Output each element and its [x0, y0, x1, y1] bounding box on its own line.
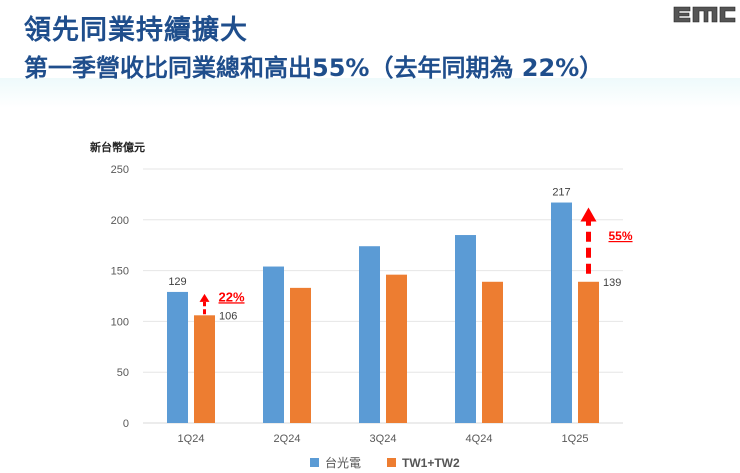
growth-annotation: 55%	[609, 229, 633, 243]
data-label: 129	[168, 276, 186, 288]
x-tick-label: 2Q24	[274, 433, 301, 445]
y-tick-label: 50	[117, 367, 129, 379]
x-tick-label: 1Q24	[178, 433, 205, 445]
arrow-up-icon	[580, 207, 597, 222]
y-tick-label: 100	[111, 316, 129, 328]
x-tick-label: 4Q24	[466, 433, 493, 445]
bar-4Q24-blue	[455, 235, 476, 423]
bar-2Q24-orange	[290, 287, 311, 423]
bar-1Q24-blue	[167, 291, 188, 423]
legend-swatch-orange	[387, 458, 397, 467]
y-axis-label: 新台幣億元	[90, 141, 145, 154]
chart-legend: 台光電 TW1+TW2	[310, 454, 460, 471]
legend-item-series-a: 台光電	[310, 454, 361, 471]
y-tick-label: 250	[111, 164, 129, 176]
page-subtitle: 第一季營收比同業總和高出55%（去年同期為 22%）	[24, 54, 604, 82]
bar-3Q24-orange	[386, 274, 407, 423]
x-tick-label: 1Q25	[562, 433, 589, 445]
y-tick-label: 0	[123, 418, 129, 430]
y-tick-label: 200	[111, 215, 129, 227]
page-title: 領先同業持續擴大	[24, 15, 248, 46]
legend-swatch-blue	[310, 458, 319, 467]
legend-label: 台光電	[325, 456, 362, 470]
bar-1Q24-orange	[194, 315, 215, 423]
emc-logo	[673, 6, 736, 23]
y-tick-label: 150	[111, 266, 129, 278]
header-band	[0, 78, 740, 108]
arrow-up-icon	[199, 293, 210, 302]
bar-1Q25-orange	[578, 281, 599, 423]
bar-3Q24-blue	[359, 246, 380, 423]
data-label: 106	[219, 310, 237, 322]
bar-2Q24-blue	[263, 266, 284, 423]
legend-item-series-b: TW1+TW2	[387, 454, 460, 471]
bar-1Q25-blue	[551, 202, 572, 423]
growth-annotation: 22%	[219, 289, 245, 304]
x-tick-label: 3Q24	[370, 433, 397, 445]
data-label: 139	[603, 277, 621, 289]
bar-4Q24-orange	[482, 281, 503, 423]
legend-label: TW1+TW2	[402, 455, 460, 470]
data-label: 217	[552, 187, 570, 199]
